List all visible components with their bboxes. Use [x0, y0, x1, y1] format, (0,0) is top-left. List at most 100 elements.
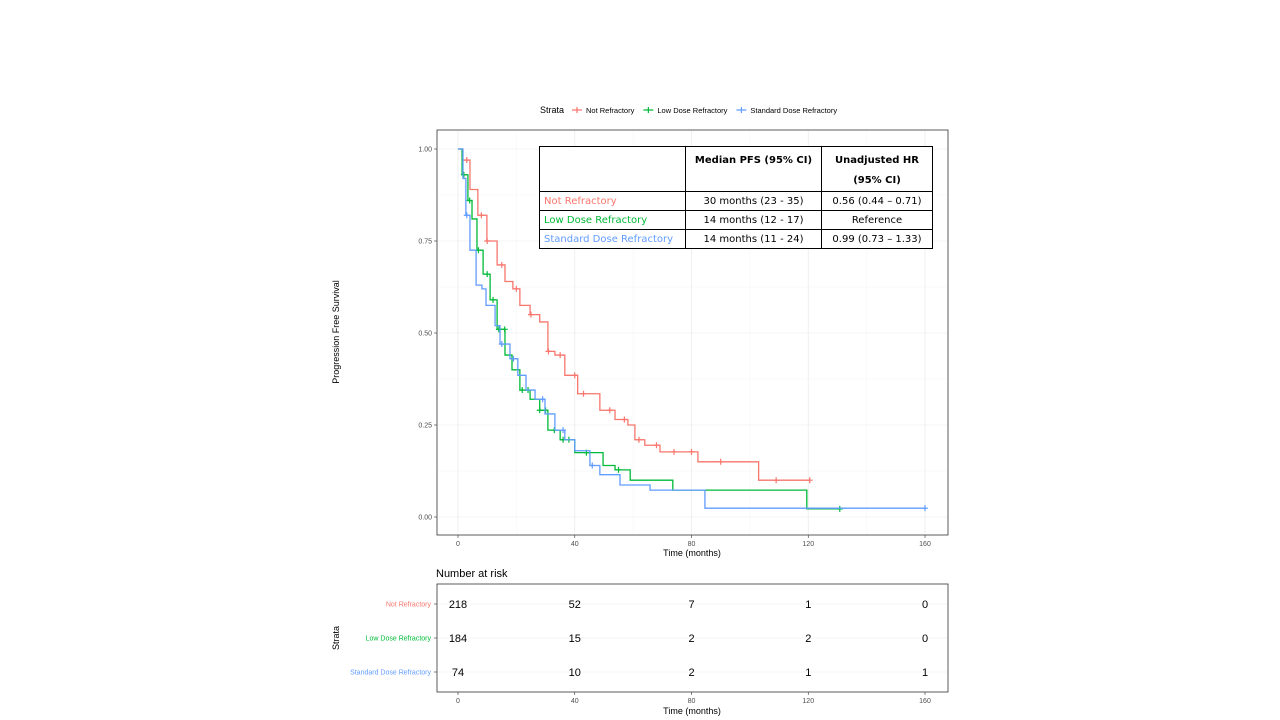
censor-mark — [836, 505, 843, 512]
censor-mark — [460, 171, 467, 178]
series-not-refractory — [458, 148, 813, 484]
legend-item: Low Dose Refractory — [643, 106, 728, 115]
y-tick-label: 0.00 — [418, 515, 432, 522]
risk-count: 2 — [688, 667, 694, 679]
risk-count: 15 — [569, 633, 581, 645]
hr-header-line1: Unadjusted HR — [835, 155, 919, 166]
legend-title: Strata — [540, 105, 564, 115]
risk-x-axis-label: Time (months) — [663, 706, 721, 716]
legend: Strata Not Refractory Low Dose Refractory… — [540, 105, 837, 115]
risk-x-tick-label: 80 — [688, 698, 696, 705]
stats-header-median: Median PFS (95% CI) — [685, 146, 822, 192]
censor-mark — [688, 448, 695, 455]
risk-count: 52 — [569, 599, 581, 611]
stats-group: Low Dose Refractory — [539, 210, 686, 230]
censor-mark — [560, 427, 567, 434]
risk-count: 1 — [805, 599, 811, 611]
risk-count: 1 — [805, 667, 811, 679]
censor-mark — [466, 197, 473, 204]
risk-count: 0 — [922, 633, 928, 645]
stats-hr: Reference — [821, 210, 933, 230]
legend-item: Standard Dose Refractory — [736, 106, 837, 115]
x-axis-label: Time (months) — [663, 548, 721, 558]
risk-x-tick-label: 0 — [456, 698, 460, 705]
censor-mark — [463, 157, 470, 164]
series-standard-dose-refractory — [458, 148, 928, 512]
censor-mark — [498, 341, 505, 348]
censor-mark — [615, 466, 622, 473]
y-tick-label: 0.25 — [418, 423, 432, 430]
risk-x-tick-label: 120 — [802, 698, 814, 705]
legend-key — [736, 107, 747, 113]
stats-median: 14 months (11 - 24) — [685, 229, 822, 249]
censor-mark — [501, 326, 508, 333]
x-tick-label: 160 — [919, 541, 931, 548]
risk-count: 1 — [922, 667, 928, 679]
x-tick-label: 0 — [456, 541, 460, 548]
stats-header-row: Median PFS (95% CI) Unadjusted HR (95% CI… — [539, 146, 933, 192]
censor-mark — [653, 442, 660, 449]
legend-label: Not Refractory — [586, 106, 635, 115]
censor-mark — [536, 407, 543, 414]
legend-label: Low Dose Refractory — [657, 106, 727, 115]
censor-mark — [717, 458, 724, 465]
stats-row: Not Refractory 30 months (23 - 35) 0.56 … — [539, 191, 933, 211]
stats-median: 14 months (12 - 17) — [685, 210, 822, 230]
risk-row-label: Standard Dose Refractory — [350, 670, 431, 677]
censor-mark — [484, 271, 491, 278]
legend-item: Not Refractory — [572, 106, 635, 115]
stats-row: Low Dose Refractory 14 months (12 - 17) … — [539, 210, 933, 230]
stats-table: Median PFS (95% CI) Unadjusted HR (95% CI… — [539, 146, 933, 249]
censor-mark — [513, 285, 520, 292]
risk-count: 184 — [449, 633, 467, 645]
risk-count: 7 — [688, 599, 694, 611]
risk-row-label: Not Refractory — [386, 602, 432, 609]
risk-x-tick-label: 160 — [919, 698, 931, 705]
censor-mark — [490, 296, 497, 303]
risk-count: 218 — [449, 599, 467, 611]
risk-count: 10 — [569, 667, 581, 679]
y-axis-label: Progression Free Survival — [331, 280, 341, 384]
censor-mark — [806, 477, 813, 484]
risk-count: 0 — [922, 599, 928, 611]
x-tick-label: 120 — [802, 541, 814, 548]
risk-count: 74 — [452, 667, 464, 679]
stats-group: Not Refractory — [539, 191, 686, 211]
stats-hr: 0.99 (0.73 – 1.33) — [821, 229, 933, 249]
censor-mark — [670, 448, 677, 455]
stats-median: 30 months (23 - 35) — [685, 191, 822, 211]
legend-key — [572, 107, 582, 113]
censor-mark — [922, 505, 928, 512]
y-tick-label: 0.75 — [418, 239, 432, 246]
legend-label: Standard Dose Refractory — [750, 106, 837, 115]
stats-row: Standard Dose Refractory 14 months (11 -… — [539, 229, 933, 249]
risk-y-axis-label: Strata — [331, 626, 341, 650]
stats-group: Standard Dose Refractory — [539, 229, 686, 249]
stats-hr: 0.56 (0.44 – 0.71) — [821, 191, 933, 211]
x-tick-label: 80 — [688, 541, 696, 548]
censor-mark — [527, 311, 534, 318]
stats-header-blank — [539, 146, 686, 192]
censor-mark — [510, 355, 517, 362]
hr-header-line2: (95% CI) — [853, 175, 901, 186]
stats-header-hr: Unadjusted HR (95% CI) — [821, 146, 933, 192]
y-tick-label: 0.50 — [418, 331, 432, 338]
risk-row-label: Low Dose Refractory — [366, 636, 432, 643]
censor-mark — [773, 477, 780, 484]
censor-mark — [539, 396, 546, 403]
censor-mark — [484, 238, 491, 244]
legend-key — [643, 107, 654, 113]
censor-mark — [571, 372, 578, 379]
censor-mark — [498, 261, 505, 268]
censor-mark — [580, 390, 587, 397]
censor-mark — [478, 212, 485, 219]
censor-mark — [495, 326, 502, 333]
risk-count: 2 — [805, 633, 811, 645]
censor-mark — [589, 462, 596, 469]
censor-mark — [545, 348, 552, 355]
risk-x-tick-label: 40 — [571, 698, 579, 705]
censor-mark — [519, 387, 526, 394]
y-tick-label: 1.00 — [418, 147, 432, 154]
censor-mark — [557, 352, 564, 359]
